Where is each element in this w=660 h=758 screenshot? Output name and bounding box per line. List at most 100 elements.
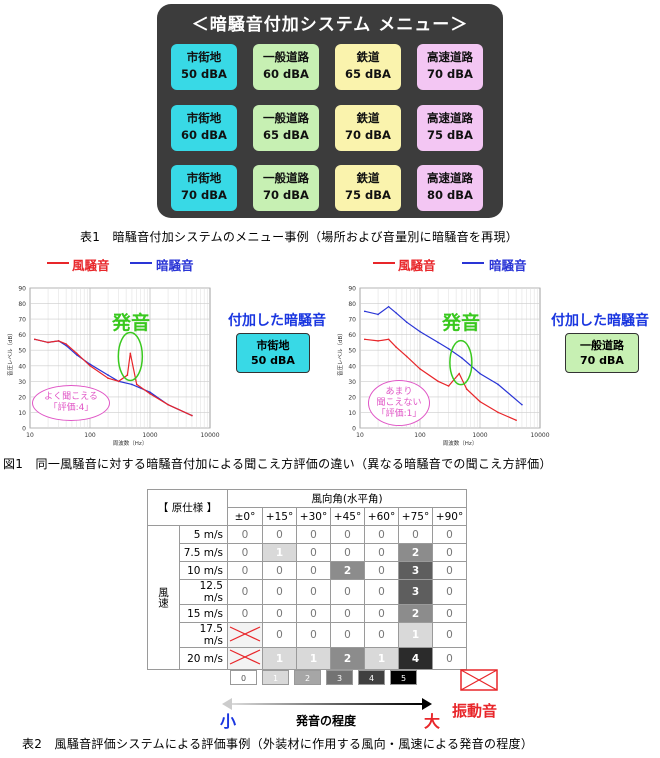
- table-row: 7.5 m/s 0 1 0 0 0 2 0: [148, 543, 467, 562]
- scale-cell: 5: [390, 670, 417, 685]
- menu-button-city[interactable]: 市街地 60 dBA: [171, 105, 237, 151]
- menu-button-road[interactable]: 一般道路 60 dBA: [253, 44, 319, 90]
- speed-cell: 12.5 m/s: [179, 579, 228, 605]
- value-cell: 1: [398, 622, 433, 648]
- menu-button-rail[interactable]: 鉄道 70 dBA: [335, 105, 401, 151]
- value-cell: 1: [296, 647, 331, 670]
- menu-button-level: 70 dBA: [345, 128, 391, 142]
- vibration-cell: [227, 647, 263, 670]
- x-tick-label: 10000: [530, 432, 549, 439]
- selected-menu-button-left: 市街地 50 dBA: [236, 333, 310, 373]
- y-tick-label: 40: [348, 363, 356, 370]
- menu-button-level: 80 dBA: [427, 188, 473, 202]
- bubble-line: 「評価:1」: [376, 409, 422, 419]
- value-cell: 0: [330, 622, 365, 648]
- table1-caption: 表1 暗騒音付加システムのメニュー事例（場所および音量別に暗騒音を再現）: [80, 230, 519, 244]
- value-cell: 0: [364, 543, 399, 562]
- data-point: [521, 403, 523, 406]
- menu-button-rail[interactable]: 鉄道 65 dBA: [335, 44, 401, 90]
- menu-button-city[interactable]: 市街地 50 dBA: [171, 44, 237, 90]
- menu-button-city[interactable]: 市街地 70 dBA: [171, 165, 237, 211]
- data-point: [515, 419, 517, 422]
- scale-cell: 0: [230, 670, 257, 685]
- table-row: 風速 5 m/s 0 0 0 0 0 0 0: [147, 525, 467, 670]
- value-cell: 0: [432, 647, 467, 670]
- scale-cell: 3: [326, 670, 353, 685]
- data-point: [395, 312, 397, 314]
- data-point: [363, 310, 366, 313]
- data-point: [65, 343, 67, 345]
- value-cell: 2: [330, 647, 365, 670]
- data-point: [33, 338, 36, 341]
- menu-button-level: 70 dBA: [181, 188, 227, 202]
- value-cell: 0: [364, 579, 399, 605]
- data-point: [479, 400, 481, 403]
- value-cell: 0: [398, 525, 433, 544]
- menu-button-level: 50 dBA: [181, 67, 227, 81]
- selected-level: 70 dBA: [580, 354, 624, 367]
- value-cell: 0: [432, 622, 467, 648]
- selected-menu-button-right: 一般道路 70 dBA: [565, 333, 639, 373]
- y-tick-label: 70: [18, 317, 26, 324]
- data-point: [75, 352, 78, 355]
- menu-button-name: 市街地: [186, 171, 222, 185]
- value-cell: 1: [262, 543, 297, 562]
- menu-button-road[interactable]: 一般道路 65 dBA: [253, 105, 319, 151]
- value-cell: 0: [364, 525, 399, 544]
- value-cell: 0: [296, 525, 331, 544]
- scale-large-label: 大: [424, 712, 441, 731]
- data-point: [149, 391, 151, 394]
- y-tick-label: 10: [18, 410, 26, 417]
- angle-header-cell: +75°: [398, 507, 433, 526]
- x-tick-label: 10: [356, 432, 364, 439]
- hatsuon-ellipse: [117, 331, 144, 382]
- y-tick-label: 90: [348, 286, 356, 293]
- menu-button-hwy[interactable]: 高速道路 80 dBA: [417, 165, 483, 211]
- value-cell: 0: [262, 525, 297, 544]
- value-cell: 0: [227, 543, 263, 562]
- vibration-cell: [227, 622, 263, 648]
- menu-button-level: 70 dBA: [263, 188, 309, 202]
- angle-header-cell: +30°: [296, 507, 331, 526]
- menu-button-rail[interactable]: 鉄道 75 dBA: [335, 165, 401, 211]
- y-tick-label: 60: [348, 332, 356, 339]
- value-cell: 0: [227, 604, 263, 623]
- menu-button-hwy[interactable]: 高速道路 70 dBA: [417, 44, 483, 90]
- value-cell: 4: [398, 647, 433, 670]
- rating-bubble-left: よく聞こえる 「評価:4」: [32, 385, 110, 421]
- menu-button-level: 60 dBA: [181, 128, 227, 142]
- data-point: [497, 383, 499, 386]
- table-row: 10 m/s 0 0 0 2 0 3 0: [148, 561, 467, 580]
- menu-button-name: 一般道路: [263, 111, 309, 125]
- value-cell: 2: [330, 561, 365, 580]
- data-point: [479, 372, 481, 375]
- value-cell: 2: [398, 604, 433, 623]
- y-tick-label: 60: [18, 332, 26, 339]
- value-cell: 0: [330, 543, 365, 562]
- data-point: [419, 330, 421, 333]
- value-cell: 0: [262, 604, 297, 623]
- y-tick-label: 0: [22, 426, 26, 433]
- x-tick-label: 100: [414, 432, 426, 439]
- value-cell: 0: [227, 579, 263, 605]
- angle-header-cell: +45°: [330, 507, 365, 526]
- menu-button-name: 市街地: [186, 111, 222, 125]
- y-tick-label: 30: [348, 379, 356, 386]
- data-point: [461, 357, 463, 359]
- scale-cell: 4: [358, 670, 385, 685]
- legend-wind-label-2: 風騒音: [398, 258, 436, 273]
- value-cell: 0: [262, 561, 297, 580]
- menu-button-level: 75 dBA: [427, 128, 473, 142]
- vibration-x-icon: [460, 669, 498, 691]
- data-point: [377, 313, 379, 316]
- speed-header: 風速: [147, 525, 180, 670]
- menu-button-road[interactable]: 一般道路 70 dBA: [253, 165, 319, 211]
- menu-button-level: 65 dBA: [345, 67, 391, 81]
- menu-button-level: 70 dBA: [427, 67, 473, 81]
- menu-button-hwy[interactable]: 高速道路 75 dBA: [417, 105, 483, 151]
- data-point: [419, 368, 421, 370]
- value-cell: 0: [227, 561, 263, 580]
- table2-caption: 表2 風騒音評価システムによる評価事例（外装材に作用する風向・風速による発音の程…: [22, 737, 534, 751]
- data-point: [89, 364, 91, 367]
